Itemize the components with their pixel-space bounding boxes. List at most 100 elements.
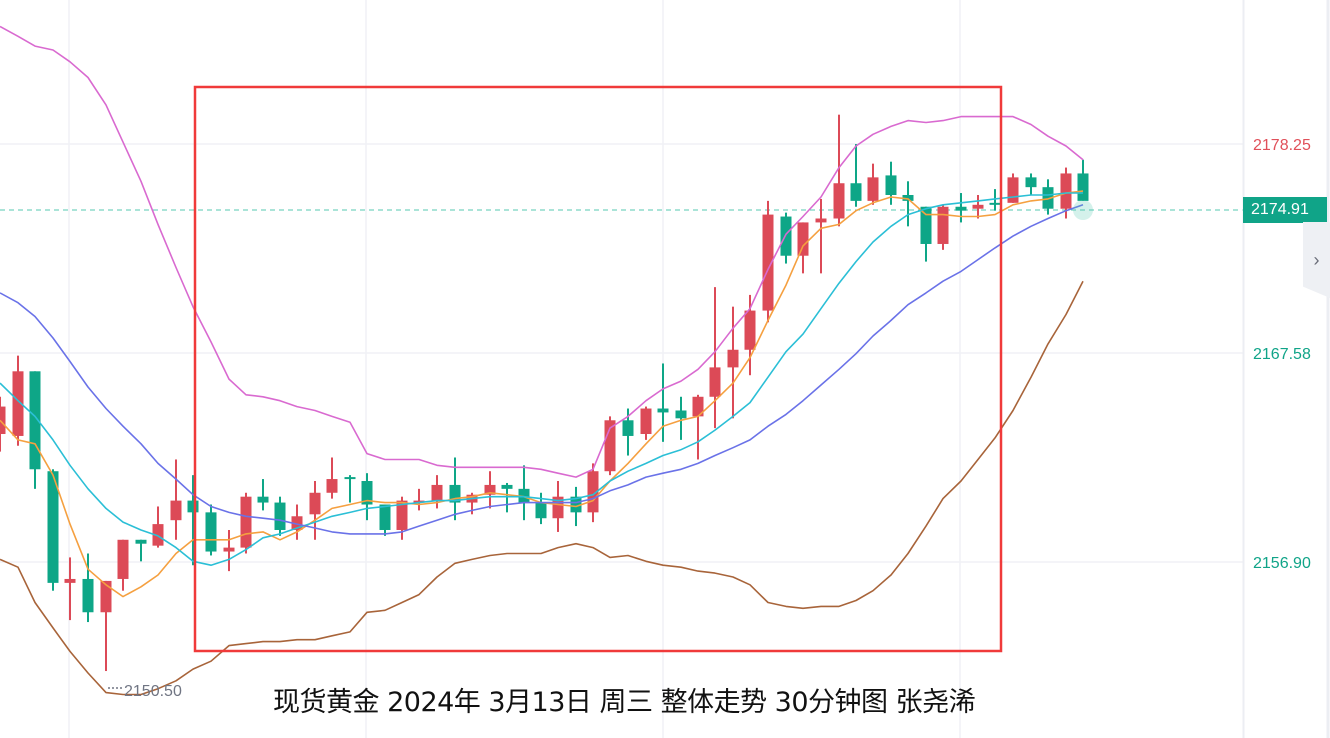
candle-body: [326, 479, 338, 493]
grid-lines: [0, 0, 1243, 738]
candle: [274, 496, 286, 536]
candle-body: [1042, 187, 1054, 209]
candle: [170, 459, 182, 540]
candle-body: [205, 512, 217, 552]
candle-body: [885, 175, 897, 195]
candle-body: [291, 516, 303, 530]
candle-body: [309, 492, 321, 515]
line-ma20: [0, 204, 1084, 535]
candle: [82, 553, 94, 623]
candle-body: [274, 502, 286, 530]
candle-body: [535, 502, 547, 519]
candle-body: [657, 408, 669, 413]
candle-body: [117, 539, 129, 579]
line-ma10: [0, 192, 1083, 567]
candle: [1025, 173, 1037, 195]
candle-body: [501, 484, 513, 489]
candle-body: [82, 578, 94, 613]
candle: [833, 114, 845, 227]
candle-body: [47, 471, 59, 583]
candle-body: [152, 524, 164, 546]
candle-body: [727, 349, 739, 368]
candle-body: [518, 488, 530, 503]
candle-body: [570, 496, 582, 513]
candle-body: [1025, 177, 1037, 188]
candle: [117, 539, 129, 591]
candle-body: [257, 496, 269, 503]
candle: [29, 371, 41, 489]
candle: [937, 204, 949, 250]
candle-body: [850, 183, 862, 201]
candle-body: [762, 214, 774, 311]
low-price-marker: 2150.50: [124, 683, 182, 701]
candle: [344, 475, 356, 503]
candles: [0, 114, 1089, 689]
candle-body: [0, 406, 6, 434]
candle: [223, 529, 235, 572]
candle: [902, 181, 914, 227]
candle: [205, 504, 217, 556]
candle: [850, 144, 862, 207]
candle-body: [937, 206, 949, 244]
candle-body: [223, 547, 235, 552]
candle-body: [709, 367, 721, 397]
candle: [727, 306, 739, 419]
candle-body: [431, 484, 443, 501]
candle: [361, 473, 373, 521]
candle: [501, 482, 513, 513]
candle: [379, 504, 391, 536]
candle: [867, 163, 879, 205]
candle: [709, 287, 721, 429]
price-axis-separator: [1242, 0, 1330, 738]
candle: [152, 506, 164, 548]
candle: [640, 406, 652, 440]
candle: [518, 465, 530, 521]
line-boll-lower: [0, 280, 1084, 696]
candle-body: [587, 471, 599, 513]
candle-body: [344, 477, 356, 480]
candle: [604, 416, 616, 476]
candle-body: [833, 183, 845, 219]
price-axis-label: 2167.58: [1253, 346, 1311, 363]
candle-body: [622, 420, 634, 436]
candle-body: [1077, 173, 1089, 201]
candle: [64, 557, 76, 621]
candle-body: [797, 222, 809, 256]
candle: [47, 469, 59, 591]
candle-body: [64, 578, 76, 583]
candle-body: [815, 218, 827, 223]
price-axis-label: 2156.90: [1253, 555, 1311, 572]
candle-body: [413, 500, 425, 503]
candle: [762, 200, 774, 323]
candle: [187, 475, 199, 566]
candle-body: [187, 500, 199, 513]
candle-body: [989, 202, 1001, 205]
last-price-glow: [1073, 200, 1093, 220]
candle: [0, 396, 6, 452]
candle: [413, 488, 425, 511]
candle-body: [675, 410, 687, 419]
candle: [484, 471, 496, 509]
candle: [955, 193, 967, 223]
candle: [326, 457, 338, 499]
candle: [1077, 159, 1089, 201]
scroll-right-button[interactable]: ›: [1303, 222, 1330, 298]
candle-body: [361, 481, 373, 505]
candle: [692, 394, 704, 460]
candle-body: [744, 310, 756, 350]
last-price-tag: 2174.91: [1243, 197, 1327, 223]
candle: [972, 194, 984, 219]
candle-body: [1007, 177, 1019, 203]
candle: [815, 198, 827, 274]
candle: [1042, 179, 1054, 215]
candle-body: [780, 216, 792, 256]
candle: [291, 504, 303, 540]
candle-body: [920, 206, 932, 244]
candle-body: [552, 496, 564, 519]
candle-body: [955, 206, 967, 211]
candle: [552, 481, 564, 532]
candle-body: [902, 194, 914, 201]
candle: [989, 189, 1001, 211]
candle-body: [379, 504, 391, 530]
